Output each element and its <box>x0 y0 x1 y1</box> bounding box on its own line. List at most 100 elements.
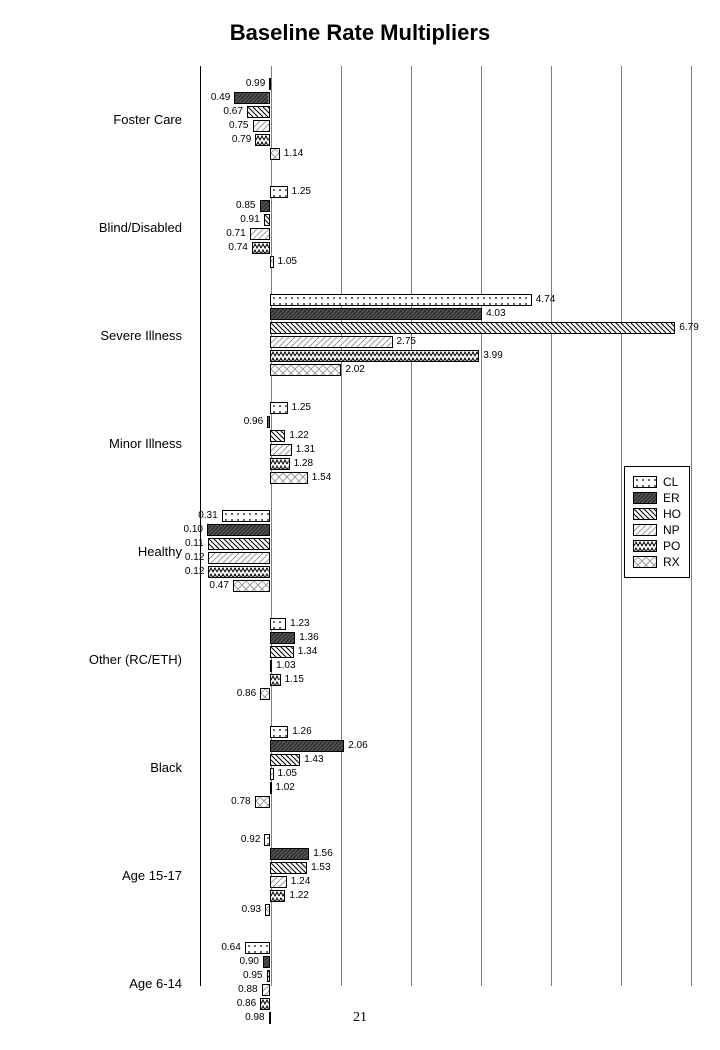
value-label: 0.91 <box>240 214 259 226</box>
bar-RX <box>255 796 270 808</box>
bar-RX <box>270 256 274 268</box>
category-label: Age 6-14 <box>20 976 190 991</box>
value-label: 2.75 <box>397 336 416 348</box>
bar-HO <box>270 754 300 766</box>
bar-NP <box>250 228 270 240</box>
legend-swatch <box>633 508 657 520</box>
bar-CL <box>270 726 288 738</box>
legend-swatch <box>633 476 657 488</box>
value-label: 2.02 <box>345 364 364 376</box>
bar-HO <box>247 106 270 118</box>
value-label: 0.64 <box>221 942 240 954</box>
value-label: 1.14 <box>284 148 303 160</box>
bar-CL <box>270 186 288 198</box>
value-label: 0.67 <box>223 106 242 118</box>
legend: CLERHONPPORX <box>624 466 690 578</box>
value-label: 2.06 <box>348 740 367 752</box>
value-label: 3.99 <box>483 350 502 362</box>
value-label: 0.71 <box>226 228 245 240</box>
bar-RX <box>270 472 308 484</box>
bar-HO <box>270 430 285 442</box>
page-number: 21 <box>20 1010 700 1026</box>
legend-item-HO: HO <box>633 507 681 521</box>
value-label: 0.79 <box>232 134 251 146</box>
bar-HO <box>264 214 270 226</box>
gridline <box>621 66 622 986</box>
value-label: 0.86 <box>237 688 256 700</box>
value-label: 0.93 <box>242 904 261 916</box>
category-label: Foster Care <box>20 112 190 127</box>
value-label: 1.28 <box>294 458 313 470</box>
bar-NP <box>270 660 272 672</box>
bar-CL <box>270 402 288 414</box>
value-label: 1.31 <box>296 444 315 456</box>
value-label: 1.25 <box>292 402 311 414</box>
value-label: 1.26 <box>292 726 311 738</box>
value-label: 0.90 <box>240 956 259 968</box>
bar-ER <box>270 308 482 320</box>
bar-PO <box>260 998 270 1010</box>
bar-CL <box>222 510 270 522</box>
value-label: 1.22 <box>289 890 308 902</box>
value-label: 0.31 <box>198 510 217 522</box>
bar-ER <box>234 92 270 104</box>
bar-RX <box>269 1012 271 1024</box>
bar-RX <box>270 148 280 160</box>
bar-CL <box>264 834 270 846</box>
bar-CL <box>245 942 270 954</box>
value-label: 1.05 <box>278 256 297 268</box>
legend-label: PO <box>663 539 680 553</box>
value-label: 1.22 <box>289 430 308 442</box>
legend-swatch <box>633 556 657 568</box>
value-label: 0.86 <box>237 998 256 1010</box>
chart-area: Foster Care0.990.490.670.750.791.14Blind… <box>20 56 700 1006</box>
bar-ER <box>270 848 309 860</box>
bar-PO <box>270 674 281 686</box>
value-label: 1.56 <box>313 848 332 860</box>
category-label: Minor Illness <box>20 436 190 451</box>
legend-item-NP: NP <box>633 523 681 537</box>
gridline <box>481 66 482 986</box>
value-label: 0.12 <box>185 566 204 578</box>
bar-ER <box>207 524 270 536</box>
value-label: 1.05 <box>278 768 297 780</box>
bar-CL <box>270 294 532 306</box>
value-label: 0.78 <box>231 796 250 808</box>
legend-label: CL <box>663 475 678 489</box>
chart-title: Baseline Rate Multipliers <box>20 20 700 46</box>
bar-HO <box>270 862 307 874</box>
bar-PO <box>255 134 270 146</box>
bar-NP <box>270 876 287 888</box>
bar-NP <box>270 768 274 780</box>
bar-RX <box>265 904 270 916</box>
bar-PO <box>270 782 272 794</box>
value-label: 0.85 <box>236 200 255 212</box>
bar-RX <box>270 364 341 376</box>
value-label: 1.53 <box>311 862 330 874</box>
value-label: 0.75 <box>229 120 248 132</box>
bar-HO <box>270 646 294 658</box>
gridline <box>551 66 552 986</box>
value-label: 1.03 <box>276 660 295 672</box>
value-label: 1.23 <box>290 618 309 630</box>
bar-ER <box>260 200 271 212</box>
value-label: 0.10 <box>184 524 203 536</box>
value-label: 1.36 <box>299 632 318 644</box>
value-label: 0.98 <box>245 1012 264 1024</box>
value-label: 1.43 <box>304 754 323 766</box>
legend-swatch <box>633 524 657 536</box>
bar-PO <box>252 242 270 254</box>
legend-item-PO: PO <box>633 539 681 553</box>
bar-HO <box>208 538 270 550</box>
bar-CL <box>270 618 286 630</box>
value-label: 0.99 <box>246 78 265 90</box>
bar-ER <box>270 740 344 752</box>
gridline <box>411 66 412 986</box>
bar-HO <box>267 970 271 982</box>
value-label: 4.03 <box>486 308 505 320</box>
value-label: 0.96 <box>244 416 263 428</box>
category-label: Blind/Disabled <box>20 220 190 235</box>
value-label: 1.54 <box>312 472 331 484</box>
bar-RX <box>260 688 270 700</box>
bar-NP <box>270 336 393 348</box>
